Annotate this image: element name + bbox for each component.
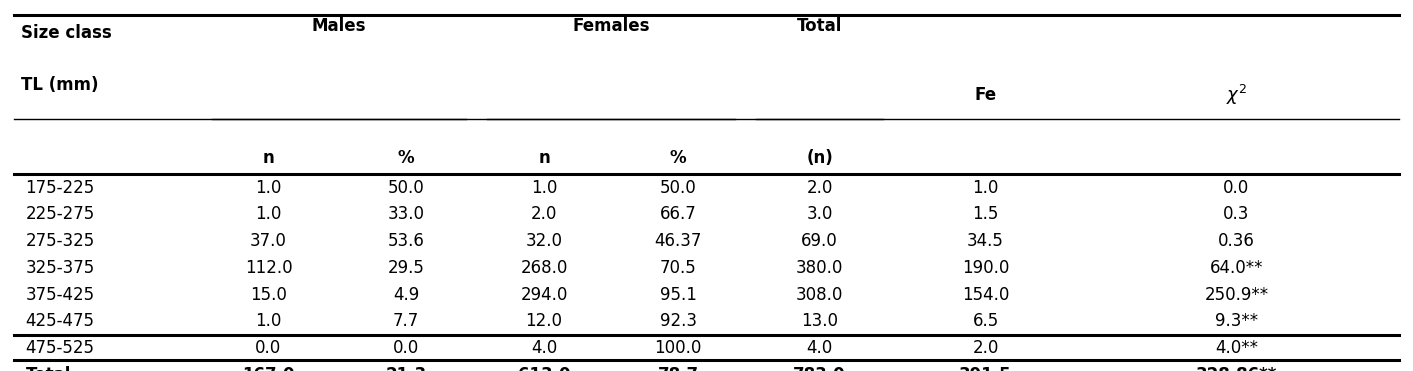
Text: 613.0: 613.0 bbox=[517, 366, 571, 371]
Text: 2.0: 2.0 bbox=[807, 179, 832, 197]
Text: 37.0: 37.0 bbox=[250, 232, 287, 250]
Text: Females: Females bbox=[572, 17, 650, 35]
Text: 4.0: 4.0 bbox=[807, 339, 832, 357]
Text: 783.0: 783.0 bbox=[793, 366, 846, 371]
Text: 33.0: 33.0 bbox=[387, 206, 425, 223]
Text: 4.9: 4.9 bbox=[393, 286, 420, 303]
Text: 308.0: 308.0 bbox=[796, 286, 844, 303]
Text: 268.0: 268.0 bbox=[520, 259, 568, 277]
Text: 66.7: 66.7 bbox=[660, 206, 697, 223]
Text: 325-375: 325-375 bbox=[25, 259, 95, 277]
Text: 34.5: 34.5 bbox=[966, 232, 1005, 250]
Text: 64.0**: 64.0** bbox=[1210, 259, 1263, 277]
Text: 46.37: 46.37 bbox=[654, 232, 702, 250]
Text: n: n bbox=[263, 149, 274, 167]
Text: 154.0: 154.0 bbox=[962, 286, 1009, 303]
Text: 380.0: 380.0 bbox=[796, 259, 844, 277]
Text: 1.0: 1.0 bbox=[972, 179, 999, 197]
Text: 21.3: 21.3 bbox=[386, 366, 427, 371]
Text: $\chi^2$: $\chi^2$ bbox=[1226, 83, 1246, 106]
Text: 100.0: 100.0 bbox=[654, 339, 702, 357]
Text: 112.0: 112.0 bbox=[244, 259, 292, 277]
Text: 475-525: 475-525 bbox=[25, 339, 95, 357]
Text: 53.6: 53.6 bbox=[387, 232, 425, 250]
Text: 175-225: 175-225 bbox=[25, 179, 95, 197]
Text: 70.5: 70.5 bbox=[660, 259, 697, 277]
Text: 3.0: 3.0 bbox=[807, 206, 832, 223]
Text: 92.3: 92.3 bbox=[660, 312, 697, 330]
Text: 9.3**: 9.3** bbox=[1215, 312, 1258, 330]
Text: 50.0: 50.0 bbox=[387, 179, 425, 197]
Text: 32.0: 32.0 bbox=[526, 232, 562, 250]
Text: 275-325: 275-325 bbox=[25, 232, 95, 250]
Text: n: n bbox=[538, 149, 550, 167]
Text: (n): (n) bbox=[807, 149, 832, 167]
Text: Males: Males bbox=[312, 17, 366, 35]
Text: 328.86**: 328.86** bbox=[1195, 366, 1277, 371]
Text: TL (mm): TL (mm) bbox=[21, 76, 99, 94]
Text: 6.5: 6.5 bbox=[972, 312, 999, 330]
Text: 225-275: 225-275 bbox=[25, 206, 95, 223]
Text: 95.1: 95.1 bbox=[660, 286, 697, 303]
Text: 4.0: 4.0 bbox=[531, 339, 557, 357]
Text: 391.5: 391.5 bbox=[959, 366, 1012, 371]
Text: 167.0: 167.0 bbox=[242, 366, 295, 371]
Text: 15.0: 15.0 bbox=[250, 286, 287, 303]
Text: 2.0: 2.0 bbox=[972, 339, 999, 357]
Text: %: % bbox=[398, 149, 414, 167]
Text: 7.7: 7.7 bbox=[393, 312, 420, 330]
Text: 1.0: 1.0 bbox=[256, 179, 281, 197]
Text: 0.0: 0.0 bbox=[1224, 179, 1249, 197]
Text: 1.0: 1.0 bbox=[256, 312, 281, 330]
Text: 12.0: 12.0 bbox=[526, 312, 562, 330]
Text: Fe: Fe bbox=[975, 86, 996, 104]
Text: 2.0: 2.0 bbox=[531, 206, 557, 223]
Text: 0.0: 0.0 bbox=[256, 339, 281, 357]
Text: 78.7: 78.7 bbox=[657, 366, 699, 371]
Text: 50.0: 50.0 bbox=[660, 179, 697, 197]
Text: 250.9**: 250.9** bbox=[1204, 286, 1269, 303]
Text: 29.5: 29.5 bbox=[387, 259, 425, 277]
Text: 13.0: 13.0 bbox=[801, 312, 838, 330]
Text: 4.0**: 4.0** bbox=[1215, 339, 1258, 357]
Text: 190.0: 190.0 bbox=[962, 259, 1009, 277]
Text: 69.0: 69.0 bbox=[801, 232, 838, 250]
Text: %: % bbox=[670, 149, 687, 167]
Text: 1.0: 1.0 bbox=[531, 179, 557, 197]
Text: Total: Total bbox=[25, 366, 71, 371]
Text: 0.36: 0.36 bbox=[1218, 232, 1255, 250]
Text: 0.0: 0.0 bbox=[393, 339, 420, 357]
Text: 0.3: 0.3 bbox=[1224, 206, 1249, 223]
Text: 1.0: 1.0 bbox=[256, 206, 281, 223]
Text: 1.5: 1.5 bbox=[972, 206, 999, 223]
Text: 375-425: 375-425 bbox=[25, 286, 95, 303]
Text: 294.0: 294.0 bbox=[520, 286, 568, 303]
Text: Size class: Size class bbox=[21, 24, 112, 42]
Text: Total: Total bbox=[797, 17, 842, 35]
Text: 425-475: 425-475 bbox=[25, 312, 95, 330]
